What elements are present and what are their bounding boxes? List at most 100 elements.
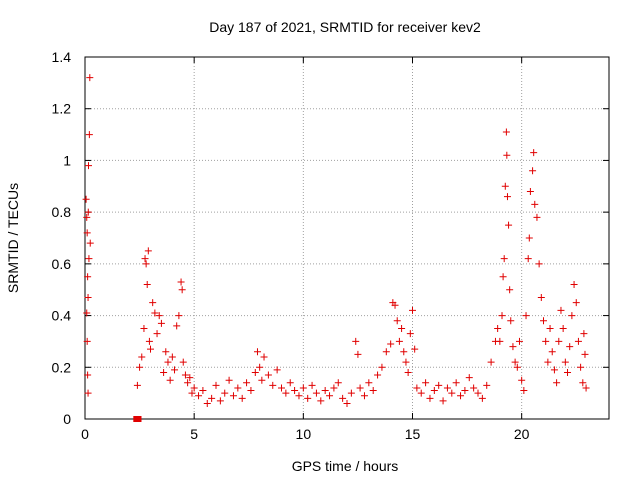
data-point	[208, 394, 216, 402]
data-point	[520, 387, 528, 395]
data-point	[470, 384, 478, 392]
data-point	[387, 340, 395, 348]
data-point	[406, 330, 414, 338]
data-point	[253, 348, 261, 356]
data-point	[142, 260, 150, 268]
data-point	[321, 387, 329, 395]
data-point	[140, 325, 148, 332]
data-point	[478, 394, 486, 402]
data-point	[273, 366, 281, 374]
data-point	[580, 330, 588, 338]
data-point	[548, 348, 556, 356]
data-point	[566, 343, 574, 351]
data-point	[326, 392, 334, 400]
data-point	[568, 312, 576, 320]
data-point	[278, 384, 285, 392]
data-point	[84, 389, 92, 397]
chart-title: Day 187 of 2021, SRMTID for receiver kev…	[209, 19, 481, 35]
data-point	[178, 286, 186, 294]
data-point	[256, 363, 264, 371]
data-point	[369, 387, 377, 395]
data-point	[84, 273, 92, 281]
data-point	[164, 358, 172, 366]
data-point	[581, 350, 589, 358]
data-point	[570, 281, 578, 289]
data-point	[286, 379, 294, 387]
data-point	[483, 381, 491, 389]
data-point	[422, 379, 430, 387]
data-point	[184, 379, 192, 387]
data-point	[179, 358, 187, 366]
data-point	[513, 363, 521, 371]
data-point	[503, 193, 511, 201]
data-point	[398, 325, 406, 332]
data-point	[502, 128, 510, 136]
y-tick-label: 0.4	[52, 308, 72, 324]
data-point	[360, 392, 368, 400]
data-point	[402, 358, 410, 366]
data-point	[557, 306, 565, 314]
y-tick-label: 1.4	[52, 49, 72, 65]
data-point	[537, 293, 545, 301]
data-point	[564, 368, 572, 376]
data-point	[84, 208, 92, 216]
data-point	[149, 299, 157, 307]
data-point	[155, 312, 163, 320]
data-point	[173, 322, 181, 330]
data-point	[86, 239, 94, 247]
data-point	[83, 309, 91, 317]
data-point	[506, 286, 514, 294]
data-point	[574, 337, 582, 345]
x-tick-label: 15	[405, 426, 421, 442]
data-point	[439, 397, 447, 405]
data-point	[540, 317, 547, 325]
data-point	[145, 337, 153, 345]
data-point	[247, 387, 255, 395]
data-point	[531, 200, 539, 208]
data-point	[264, 371, 272, 379]
data-point	[312, 389, 320, 397]
data-point	[299, 384, 307, 392]
data-point	[282, 389, 290, 397]
data-point	[417, 389, 425, 397]
x-axis-label: GPS time / hours	[292, 458, 399, 474]
data-point	[426, 394, 434, 402]
data-point	[147, 345, 154, 353]
data-point	[435, 381, 443, 389]
data-point	[494, 325, 502, 332]
data-point	[339, 394, 347, 402]
data-point	[518, 376, 526, 384]
data-point	[382, 348, 390, 356]
data-point	[582, 384, 590, 392]
data-point	[530, 149, 538, 157]
data-point	[308, 381, 316, 389]
y-tick-label: 1.2	[52, 101, 72, 117]
y-tick-label: 0	[63, 411, 71, 427]
data-point	[374, 371, 382, 379]
data-point	[503, 151, 511, 159]
data-point	[86, 74, 94, 82]
data-point	[533, 213, 541, 221]
data-point	[391, 301, 399, 309]
data-point	[452, 379, 460, 387]
data-point	[572, 299, 580, 307]
y-tick-label: 0.8	[52, 204, 72, 220]
data-point	[251, 368, 259, 376]
data-point	[356, 384, 364, 392]
data-point	[143, 281, 151, 289]
data-point	[291, 387, 299, 395]
data-point	[430, 387, 438, 395]
data-point	[84, 162, 92, 170]
data-point	[579, 379, 587, 387]
data-point	[212, 381, 220, 389]
data-point	[400, 348, 408, 356]
x-tick-label: 20	[514, 426, 530, 442]
data-point	[258, 376, 266, 384]
axis-ticks: 0 5 10 15 20 0 0.2 0.4 0.6 0.8 1 1.2 1.4	[52, 49, 609, 442]
data-point	[515, 337, 523, 345]
data-point	[507, 317, 515, 325]
data-point	[561, 358, 569, 366]
data-point	[195, 392, 203, 400]
data-point	[461, 387, 469, 395]
y-tick-label: 0.6	[52, 256, 72, 272]
